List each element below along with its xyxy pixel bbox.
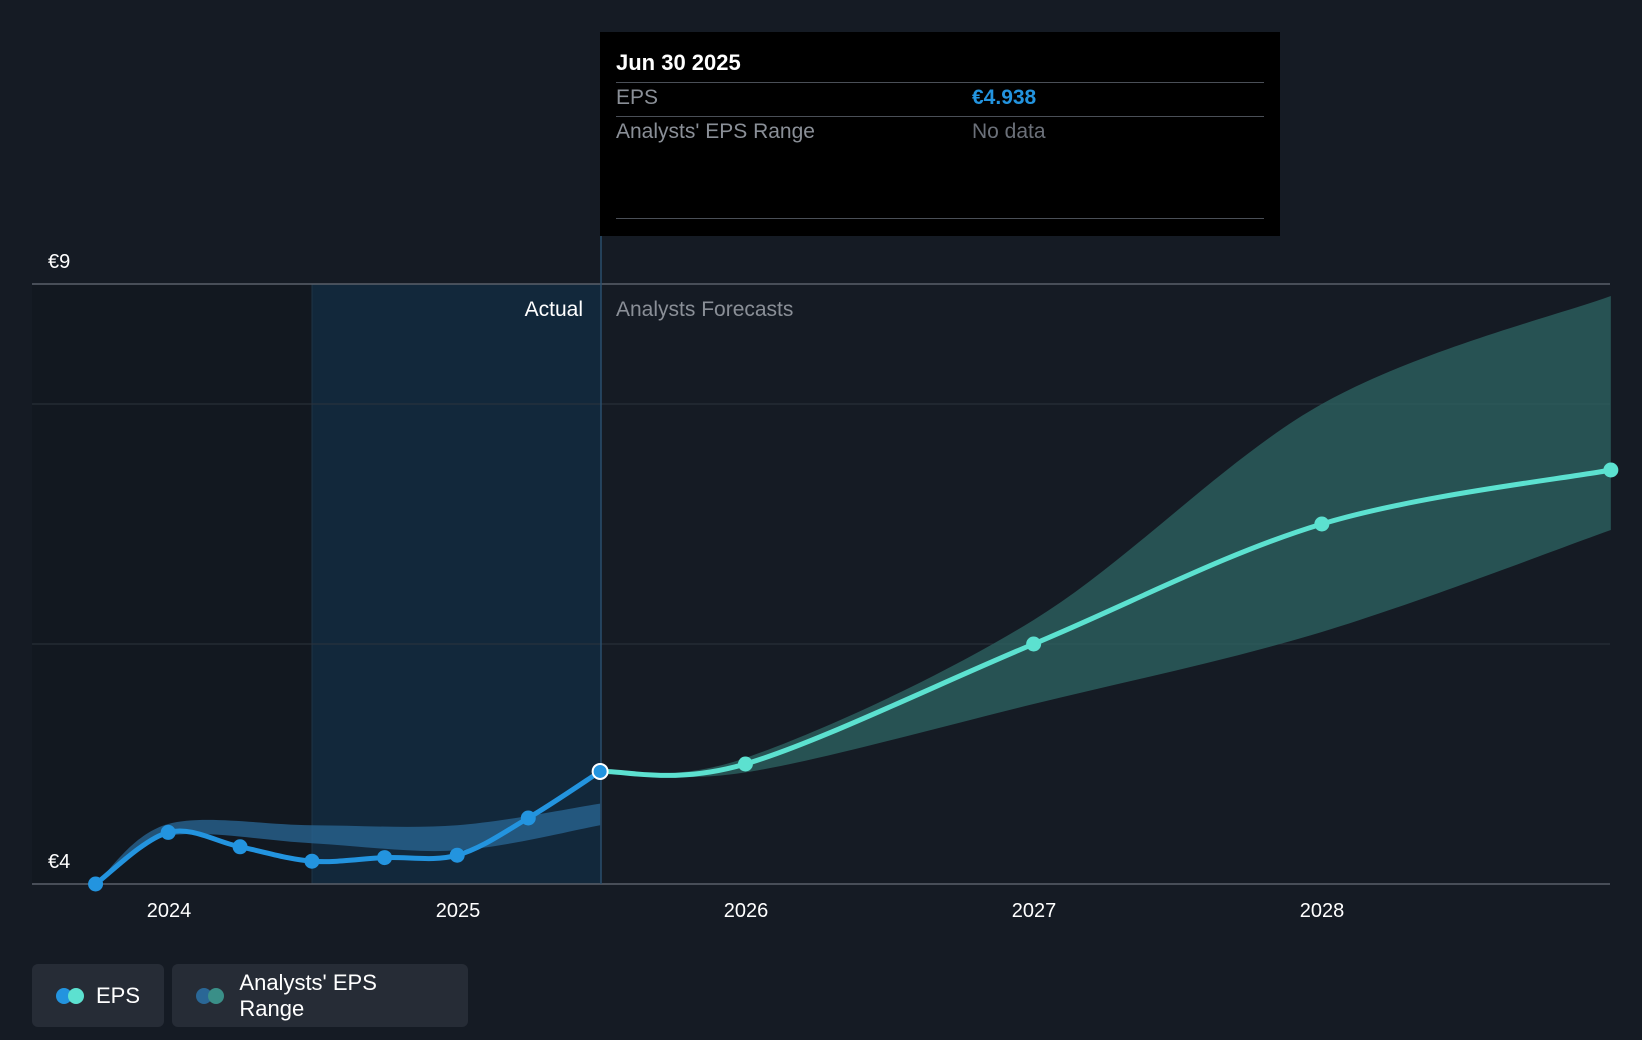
actual-region-label: Actual: [525, 298, 583, 321]
x-tick-label-2025: 2025: [436, 900, 481, 922]
eps-point-forecast: [1314, 516, 1330, 532]
tooltip-eps-label: EPS: [616, 86, 659, 109]
tooltip-divider: [616, 218, 1264, 219]
eps-point-actual: [449, 847, 465, 863]
eps-range-band-forecast: [600, 296, 1611, 778]
eps-point-forecast: [737, 756, 753, 772]
tooltip-date: Jun 30 2025: [616, 50, 741, 75]
y-tick-label-bottom: €4: [48, 851, 70, 873]
eps-point-actual: [304, 853, 320, 869]
tooltip-eps-value: €4.938: [972, 86, 1037, 109]
highlight-band: [312, 284, 601, 884]
hover-tooltip: Jun 30 2025 EPS €4.938 Analysts' EPS Ran…: [600, 32, 1280, 236]
eps-point-actual: [520, 810, 536, 826]
tooltip-divider: [616, 116, 1264, 117]
tooltip-range-label: Analysts' EPS Range: [616, 120, 815, 143]
past-background: [32, 284, 312, 884]
eps-point-actual: [377, 850, 393, 866]
x-tick-label-2024: 2024: [147, 900, 192, 922]
eps-points: [88, 462, 1619, 892]
x-tick-label-2028: 2028: [1300, 900, 1345, 922]
eps-point-forecast: [1026, 636, 1042, 652]
eps-legend-icon: [56, 987, 84, 1005]
eps-point-actual: [160, 824, 176, 840]
forecast-region-label: Analysts Forecasts: [616, 298, 793, 321]
legend-range-button[interactable]: Analysts' EPS Range: [172, 964, 468, 1027]
range-legend-icon: [196, 987, 227, 1005]
legend-eps-label: EPS: [95, 982, 140, 1008]
eps-point-actual: [88, 876, 104, 892]
tooltip-range-value: No data: [972, 120, 1046, 143]
legend-eps-button[interactable]: EPS: [32, 964, 164, 1027]
eps-range-band-actual: [95, 803, 601, 884]
eps-point-actual: [232, 839, 248, 855]
eps-point-highlighted: [591, 762, 609, 780]
eps-line-forecast: [597, 467, 1614, 778]
tooltip-divider: [616, 82, 1264, 83]
x-tick-label-2027: 2027: [1012, 900, 1057, 922]
eps-point-forecast: [1603, 462, 1619, 478]
legend-range-label: Analysts' EPS Range: [239, 969, 377, 1021]
y-tick-label-top: €9: [48, 251, 70, 273]
x-tick-label-2026: 2026: [724, 900, 769, 922]
